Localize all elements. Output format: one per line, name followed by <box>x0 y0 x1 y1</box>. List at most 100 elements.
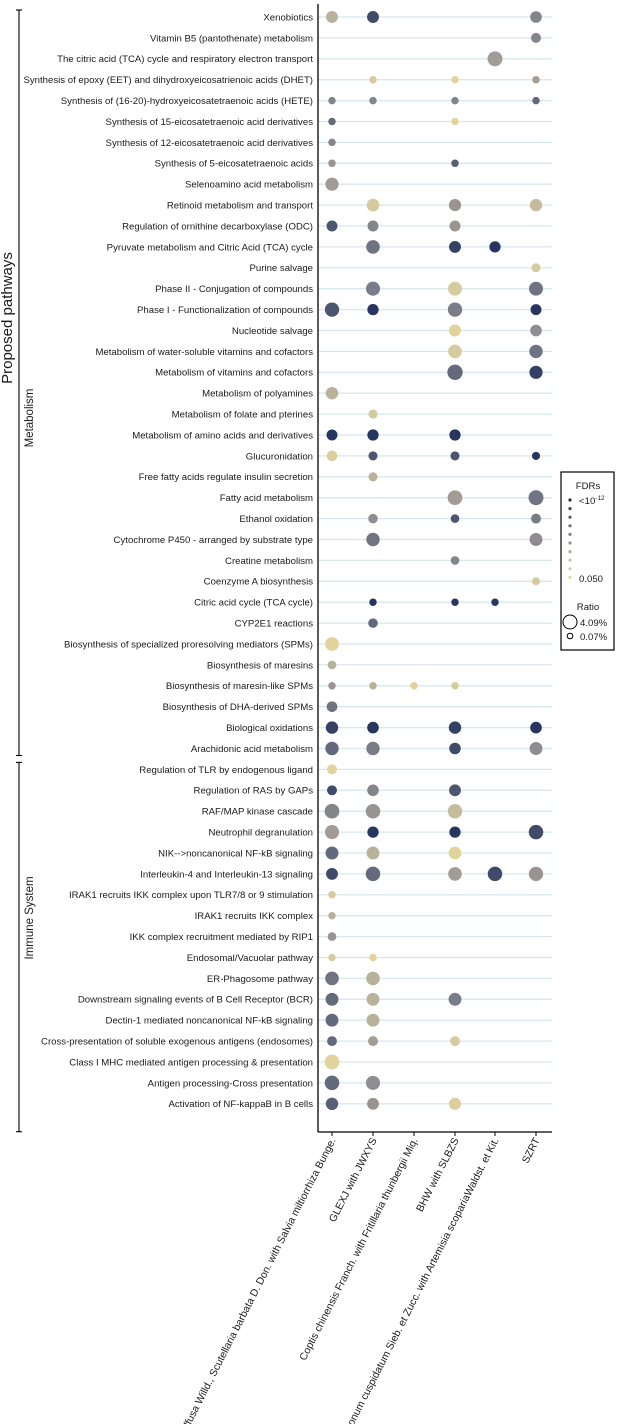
row-label: Cytochrome P450 - arranged by substrate … <box>114 535 313 546</box>
bubble <box>448 721 462 734</box>
bubble <box>369 598 377 606</box>
legend-fdr-low-label: <10-12 <box>579 495 605 507</box>
row-label: Metabolism of amino acids and derivative… <box>132 430 313 441</box>
bubble <box>328 117 336 126</box>
legend-fdr-dot <box>568 498 572 502</box>
bubble <box>324 1075 340 1091</box>
bubble <box>327 932 337 941</box>
row-label: RAF/MAP kinase cascade <box>202 807 313 818</box>
row-label: Dectin-1 mediated noncanonical NF-kB sig… <box>106 1016 313 1027</box>
bubble <box>450 556 460 565</box>
bubble <box>448 992 462 1006</box>
bubble <box>367 784 379 797</box>
row-label: Regulation of TLR by endogenous ligand <box>139 765 313 776</box>
row-label: Coenzyme A biosynthesis <box>204 577 314 588</box>
bubble <box>449 784 461 797</box>
bubble <box>368 618 378 628</box>
row-label: Fatty acid metabolism <box>220 493 313 504</box>
bubble <box>325 741 339 756</box>
bubble <box>451 117 459 126</box>
bubble <box>325 1097 339 1111</box>
bubble <box>325 177 339 191</box>
bubble <box>328 159 336 168</box>
row-label: Biological oxidations <box>226 723 313 734</box>
legend-fdr-dot <box>568 541 572 545</box>
bubble <box>447 364 463 380</box>
bubble <box>367 303 379 316</box>
legend-fdr-dot <box>568 550 572 554</box>
column-label: Hedyotis diffusa Willd., Scutellaria bar… <box>159 1136 339 1424</box>
bubble <box>449 826 461 838</box>
legend-fdr-low-exp: -12 <box>595 495 605 502</box>
bubble <box>326 11 338 23</box>
row-label: Biosynthesis of maresin-like SPMs <box>166 681 313 692</box>
bubble <box>327 785 337 796</box>
row-label: Synthesis of 12-eicosatetraenoic acid de… <box>106 138 314 149</box>
bubble <box>367 429 379 441</box>
row-label: Endosomal/Vacuolar pathway <box>187 953 313 964</box>
row-label: Selenoamino acid metabolism <box>185 180 313 191</box>
bubble <box>326 701 338 713</box>
bubble <box>368 451 378 461</box>
bubble <box>368 1036 378 1047</box>
row-label: Metabolism of water-soluble vitamins and… <box>95 347 313 358</box>
row-label: Pyruvate metabolism and Citric Acid (TCA… <box>107 242 313 253</box>
bubble <box>326 867 338 880</box>
legend-ratio-high-label: 4.09% <box>580 618 608 629</box>
bubble <box>450 451 460 461</box>
row-label: Biosynthesis of specialized proresolving… <box>64 639 313 650</box>
bubble <box>451 159 459 168</box>
row-label: NIK-->noncanonical NF-kB signaling <box>158 848 313 859</box>
bubble <box>325 386 339 400</box>
bubble <box>327 1036 337 1047</box>
row-label: Class I MHC mediated antigen processing … <box>69 1057 313 1068</box>
bubble <box>529 742 543 755</box>
y-axis-group-brackets <box>16 9 22 1133</box>
bubble <box>326 429 338 441</box>
row-label: ER-Phagosome pathway <box>207 974 313 985</box>
bubble <box>328 682 336 690</box>
bubble <box>528 824 544 840</box>
bubble <box>327 660 337 670</box>
row-label: Vitamin B5 (pantothenate) metabolism <box>150 33 313 44</box>
bubble <box>367 826 379 838</box>
legend-fdr-dot <box>568 575 572 580</box>
bubble <box>530 304 542 316</box>
group-label-immune-system: Immune System <box>24 876 36 959</box>
bubble <box>326 220 338 232</box>
row-label: Retinoid metabolism and transport <box>167 201 313 212</box>
row-label: Phase II - Conjugation of compounds <box>155 284 313 295</box>
legend-fdr-title: FDRs <box>576 481 601 492</box>
row-label: IKK complex recruitment mediated by RIP1 <box>130 932 313 943</box>
row-label: Citric acid cycle (TCA cycle) <box>194 598 313 609</box>
legend-fdr-low-base: <10 <box>579 496 595 507</box>
bubble <box>369 682 377 690</box>
column-labels: Hedyotis diffusa Willd., Scutellaria bar… <box>159 1136 543 1424</box>
bubble <box>325 1013 339 1027</box>
bubble <box>367 721 379 734</box>
bubble <box>366 1013 380 1027</box>
row-label: Xenobiotics <box>263 12 313 23</box>
bubble <box>328 953 336 962</box>
legend-ratio-title: Ratio <box>577 602 599 613</box>
bubble <box>530 11 542 23</box>
bubble <box>366 846 380 860</box>
bubble <box>531 577 541 586</box>
bubble <box>410 682 418 690</box>
row-label: IRAK1 recruits IKK complex upon TLR7/8 o… <box>69 890 313 901</box>
row-label: Arachidonic acid metabolism <box>191 744 313 755</box>
bubble <box>328 138 336 147</box>
bubble <box>368 513 378 524</box>
bubble <box>328 96 336 105</box>
legend-fdr-dot <box>568 567 572 571</box>
bubble <box>324 803 340 819</box>
bubble <box>448 344 462 359</box>
bubble <box>531 32 541 43</box>
row-label: Synthesis of 5-eicosatetraenoic acids <box>155 159 314 170</box>
legend-fdr-dot <box>568 532 572 537</box>
bubble <box>529 281 543 296</box>
bubble <box>448 281 462 296</box>
bubble <box>532 75 540 84</box>
legend-fdr-scale <box>568 498 572 580</box>
